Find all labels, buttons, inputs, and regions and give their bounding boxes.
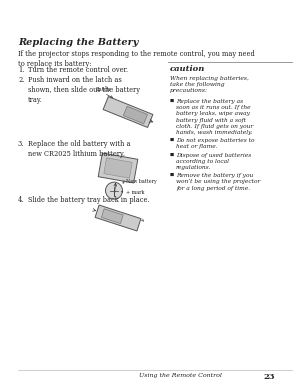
Text: ■: ■ [170, 173, 174, 177]
Text: 23: 23 [263, 373, 275, 381]
Text: If the projector stops responding to the remote control, you may need
to replace: If the projector stops responding to the… [18, 50, 255, 68]
Circle shape [106, 182, 122, 199]
Polygon shape [103, 97, 153, 128]
Text: Dispose of used batteries
according to local
regulations.: Dispose of used batteries according to l… [176, 152, 251, 170]
Text: Remove the battery if you
won’t be using the projector
for a long period of time: Remove the battery if you won’t be using… [176, 173, 260, 191]
Polygon shape [101, 209, 123, 223]
Text: Using the Remote Control: Using the Remote Control [139, 373, 221, 378]
Text: ■: ■ [170, 152, 174, 157]
Polygon shape [123, 106, 148, 124]
Text: ■: ■ [170, 138, 174, 142]
Text: Turn the remote control over.: Turn the remote control over. [28, 66, 128, 74]
Polygon shape [104, 158, 132, 178]
Text: 1.: 1. [18, 66, 24, 74]
Text: caution: caution [170, 65, 206, 73]
Text: Slide the battery tray back in place.: Slide the battery tray back in place. [28, 196, 150, 204]
Polygon shape [98, 153, 138, 183]
Text: 2.: 2. [18, 76, 24, 84]
Text: New battery: New battery [126, 178, 157, 184]
Text: Do not expose batteries to
heat or flame.: Do not expose batteries to heat or flame… [176, 138, 254, 149]
Text: 3.: 3. [18, 140, 24, 148]
Text: Push inward on the latch as
shown, then slide out the battery
tray.: Push inward on the latch as shown, then … [28, 76, 140, 104]
Polygon shape [95, 205, 141, 231]
Text: 4.: 4. [18, 196, 25, 204]
Text: + mark: + mark [126, 190, 145, 195]
Text: Replacing the Battery: Replacing the Battery [18, 38, 138, 47]
Text: Latch: Latch [96, 87, 111, 92]
Text: Replace the old battery with a
new CR2025 lithium battery.: Replace the old battery with a new CR202… [28, 140, 130, 158]
Text: ■: ■ [170, 99, 174, 103]
Text: Replace the battery as
soon as it runs out. If the
battery leaks, wipe away
batt: Replace the battery as soon as it runs o… [176, 99, 253, 135]
Text: When replacing batteries,
take the following
precautions:: When replacing batteries, take the follo… [170, 76, 249, 94]
